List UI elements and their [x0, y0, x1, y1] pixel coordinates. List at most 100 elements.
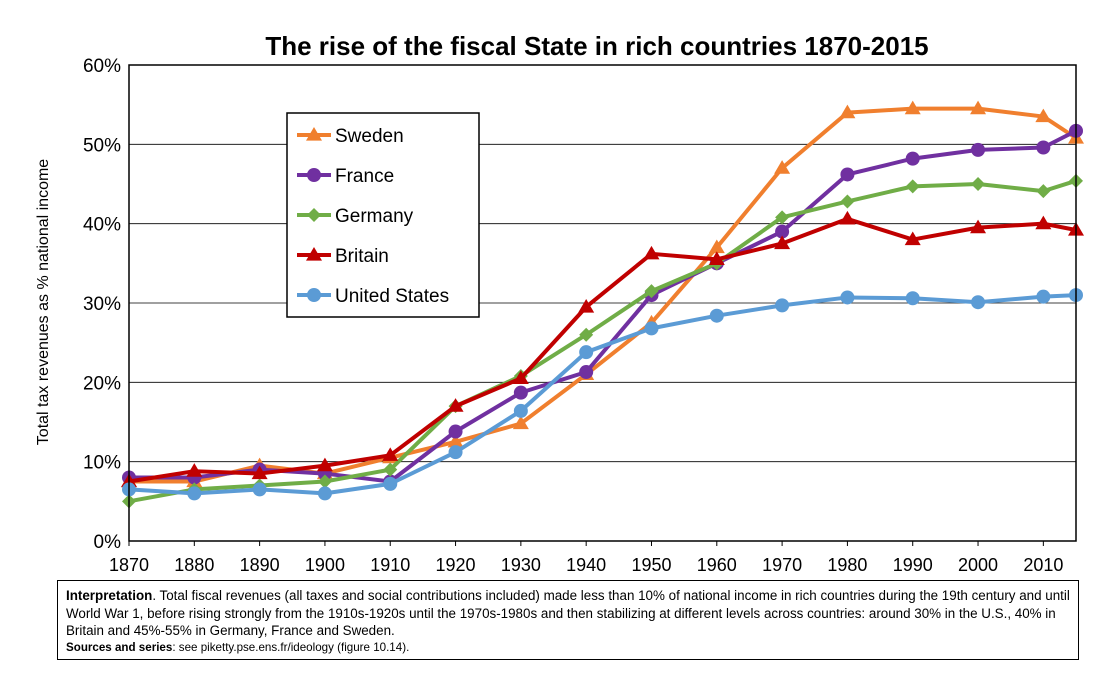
data-point-sweden	[774, 160, 791, 174]
chart-title: The rise of the fiscal State in rich cou…	[265, 31, 928, 61]
x-tick-label: 1990	[893, 555, 933, 575]
legend-swatch-marker-sweden	[306, 127, 322, 141]
data-point-france	[513, 385, 528, 400]
legend-swatch-marker-france	[307, 168, 321, 182]
data-point-germany	[1036, 184, 1051, 199]
data-point-united-states	[513, 403, 528, 418]
legend-label-united-states: United States	[335, 286, 449, 307]
legend-swatch-marker-united-states	[307, 288, 321, 302]
data-point-britain	[643, 245, 660, 260]
y-tick-label: 20%	[83, 373, 121, 394]
x-tick-label: 1940	[566, 555, 606, 575]
legend-swatch-marker-germany	[307, 208, 321, 222]
y-tick-labels: 0% 10% 20% 30% 40% 50% 60%	[83, 56, 121, 553]
y-tick-label: 40%	[83, 215, 121, 236]
data-point-sweden	[904, 100, 921, 115]
series-line-france	[129, 129, 1077, 484]
legend-label-britain: Britain	[335, 246, 389, 267]
grid-lines	[129, 143, 1076, 463]
data-point-united-states	[775, 298, 790, 313]
data-point-britain	[382, 447, 399, 461]
data-point-sweden	[839, 104, 856, 119]
data-point-britain	[512, 370, 529, 384]
y-tick-label: 0%	[94, 532, 122, 553]
series-group	[121, 100, 1084, 509]
data-point-united-states	[971, 295, 986, 310]
data-point-britain	[447, 398, 464, 412]
x-tick-labels: 1870 1880 1890 1900 1910 1920 1930 1940 1950 1960…	[109, 541, 1063, 575]
data-point-france	[448, 424, 463, 439]
data-point-britain	[1035, 215, 1052, 230]
x-tick-label: 1930	[501, 555, 541, 575]
x-tick-label: 2010	[1023, 555, 1063, 575]
x-tick-label: 1970	[762, 555, 802, 575]
x-tick-label: 1900	[305, 555, 345, 575]
data-point-britain	[708, 251, 725, 265]
legend-label-germany: Germany	[335, 206, 414, 227]
data-point-united-states	[187, 486, 202, 501]
y-tick-label: 50%	[83, 135, 121, 156]
data-point-germany	[644, 284, 659, 299]
data-point-britain	[839, 210, 856, 225]
data-point-germany	[840, 194, 855, 209]
data-point-united-states	[644, 321, 659, 336]
y-tick-label: 30%	[83, 294, 121, 315]
data-point-france	[905, 151, 920, 166]
data-point-france	[1036, 140, 1051, 155]
data-point-britain	[316, 457, 333, 472]
data-point-sweden	[970, 100, 987, 115]
data-point-britain	[578, 298, 595, 313]
y-tick-label: 60%	[83, 56, 121, 77]
x-tick-label: 1910	[370, 555, 410, 575]
legend: Sweden France Germany Britain United States	[286, 112, 480, 318]
data-point-france	[579, 365, 594, 380]
data-point-germany	[775, 210, 790, 225]
interpretation-text: . Total fiscal revenues (all taxes and s…	[66, 588, 1070, 638]
x-tick-label: 1880	[174, 555, 214, 575]
x-tick-label: 2000	[958, 555, 998, 575]
data-point-sweden	[512, 415, 529, 430]
data-point-sweden	[447, 433, 464, 448]
data-point-united-states	[579, 345, 594, 360]
y-tick-label: 10%	[83, 453, 121, 474]
sources-text: : see piketty.pse.ens.fr/ideology (figur…	[172, 640, 410, 654]
data-point-united-states	[840, 290, 855, 305]
x-tick-label: 1870	[109, 555, 149, 575]
legend-label-france: France	[335, 166, 394, 187]
data-point-britain	[251, 465, 268, 480]
series-line-britain	[128, 216, 1077, 484]
data-point-united-states	[709, 308, 724, 323]
data-point-britain	[970, 219, 987, 234]
data-point-united-states	[905, 291, 920, 306]
data-point-germany	[971, 177, 986, 191]
legend-swatch-marker-britain	[306, 247, 322, 261]
sources-line: Sources and series: see piketty.pse.ens.…	[66, 640, 1070, 656]
data-point-britain	[904, 231, 921, 246]
data-point-germany	[383, 462, 398, 477]
data-point-germany	[905, 179, 920, 194]
plot-area-border	[128, 64, 1077, 542]
data-point-united-states	[383, 476, 398, 491]
x-tick-label: 1960	[697, 555, 737, 575]
data-point-united-states	[252, 482, 267, 497]
data-point-germany	[579, 327, 594, 342]
data-point-britain	[186, 463, 203, 477]
x-tick-label: 1980	[827, 555, 867, 575]
interpretation-note: Interpretation. Total fiscal revenues (a…	[57, 580, 1079, 660]
data-point-france	[971, 142, 986, 157]
data-point-sweden	[1035, 108, 1052, 123]
x-tick-label: 1890	[240, 555, 280, 575]
series-line-united-states	[128, 293, 1077, 496]
legend-label-sweden: Sweden	[335, 126, 404, 147]
x-tick-label: 1950	[631, 555, 671, 575]
data-point-sweden	[708, 239, 725, 254]
interpretation-label: Interpretation	[66, 588, 153, 603]
sources-label: Sources and series	[66, 640, 173, 654]
data-point-france	[775, 224, 790, 239]
y-axis-label: Total tax revenues as % national income	[35, 159, 52, 445]
data-point-germany	[317, 474, 332, 489]
series-line-germany	[128, 178, 1077, 504]
data-point-united-states	[1036, 289, 1051, 304]
line-chart: The rise of the fiscal State in rich cou…	[35, 31, 1084, 575]
data-point-france	[840, 167, 855, 182]
